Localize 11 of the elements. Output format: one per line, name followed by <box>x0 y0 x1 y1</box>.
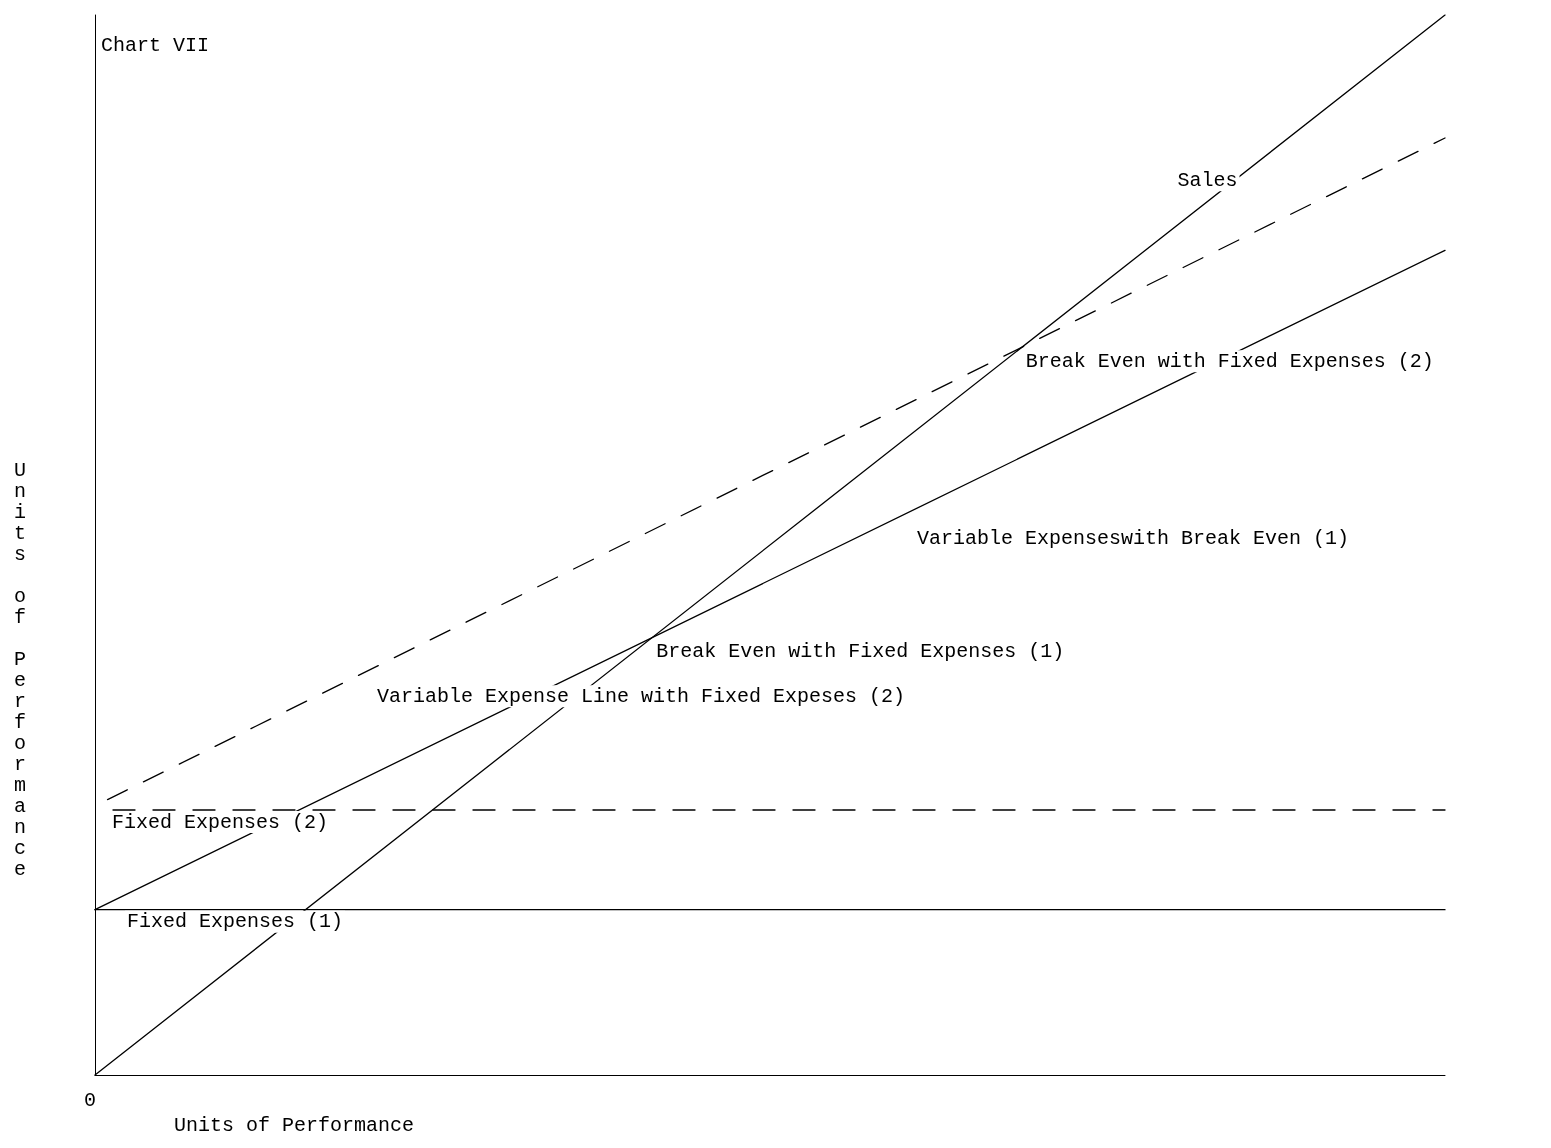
text: 0 <box>83 1088 97 1112</box>
series-label: Variable Expenseswith Break Even (1) <box>917 526 1350 550</box>
series-label: Fixed Expenses (1) <box>127 910 344 934</box>
x-axis-title: Units of Performance <box>174 1113 415 1137</box>
series-label: Sales <box>1177 168 1238 192</box>
series-label: Fixed Expenses (2) <box>112 810 329 834</box>
text: Units of Performance <box>13 459 27 881</box>
series-label: Variable Expense Line with Fixed Expeses (2) <box>377 684 906 708</box>
annotation: Break Even with Fixed Expenses (2) <box>1025 349 1434 373</box>
annotation: Break Even with Fixed Expenses (1) <box>656 640 1065 664</box>
text: Chart VII <box>101 33 210 57</box>
